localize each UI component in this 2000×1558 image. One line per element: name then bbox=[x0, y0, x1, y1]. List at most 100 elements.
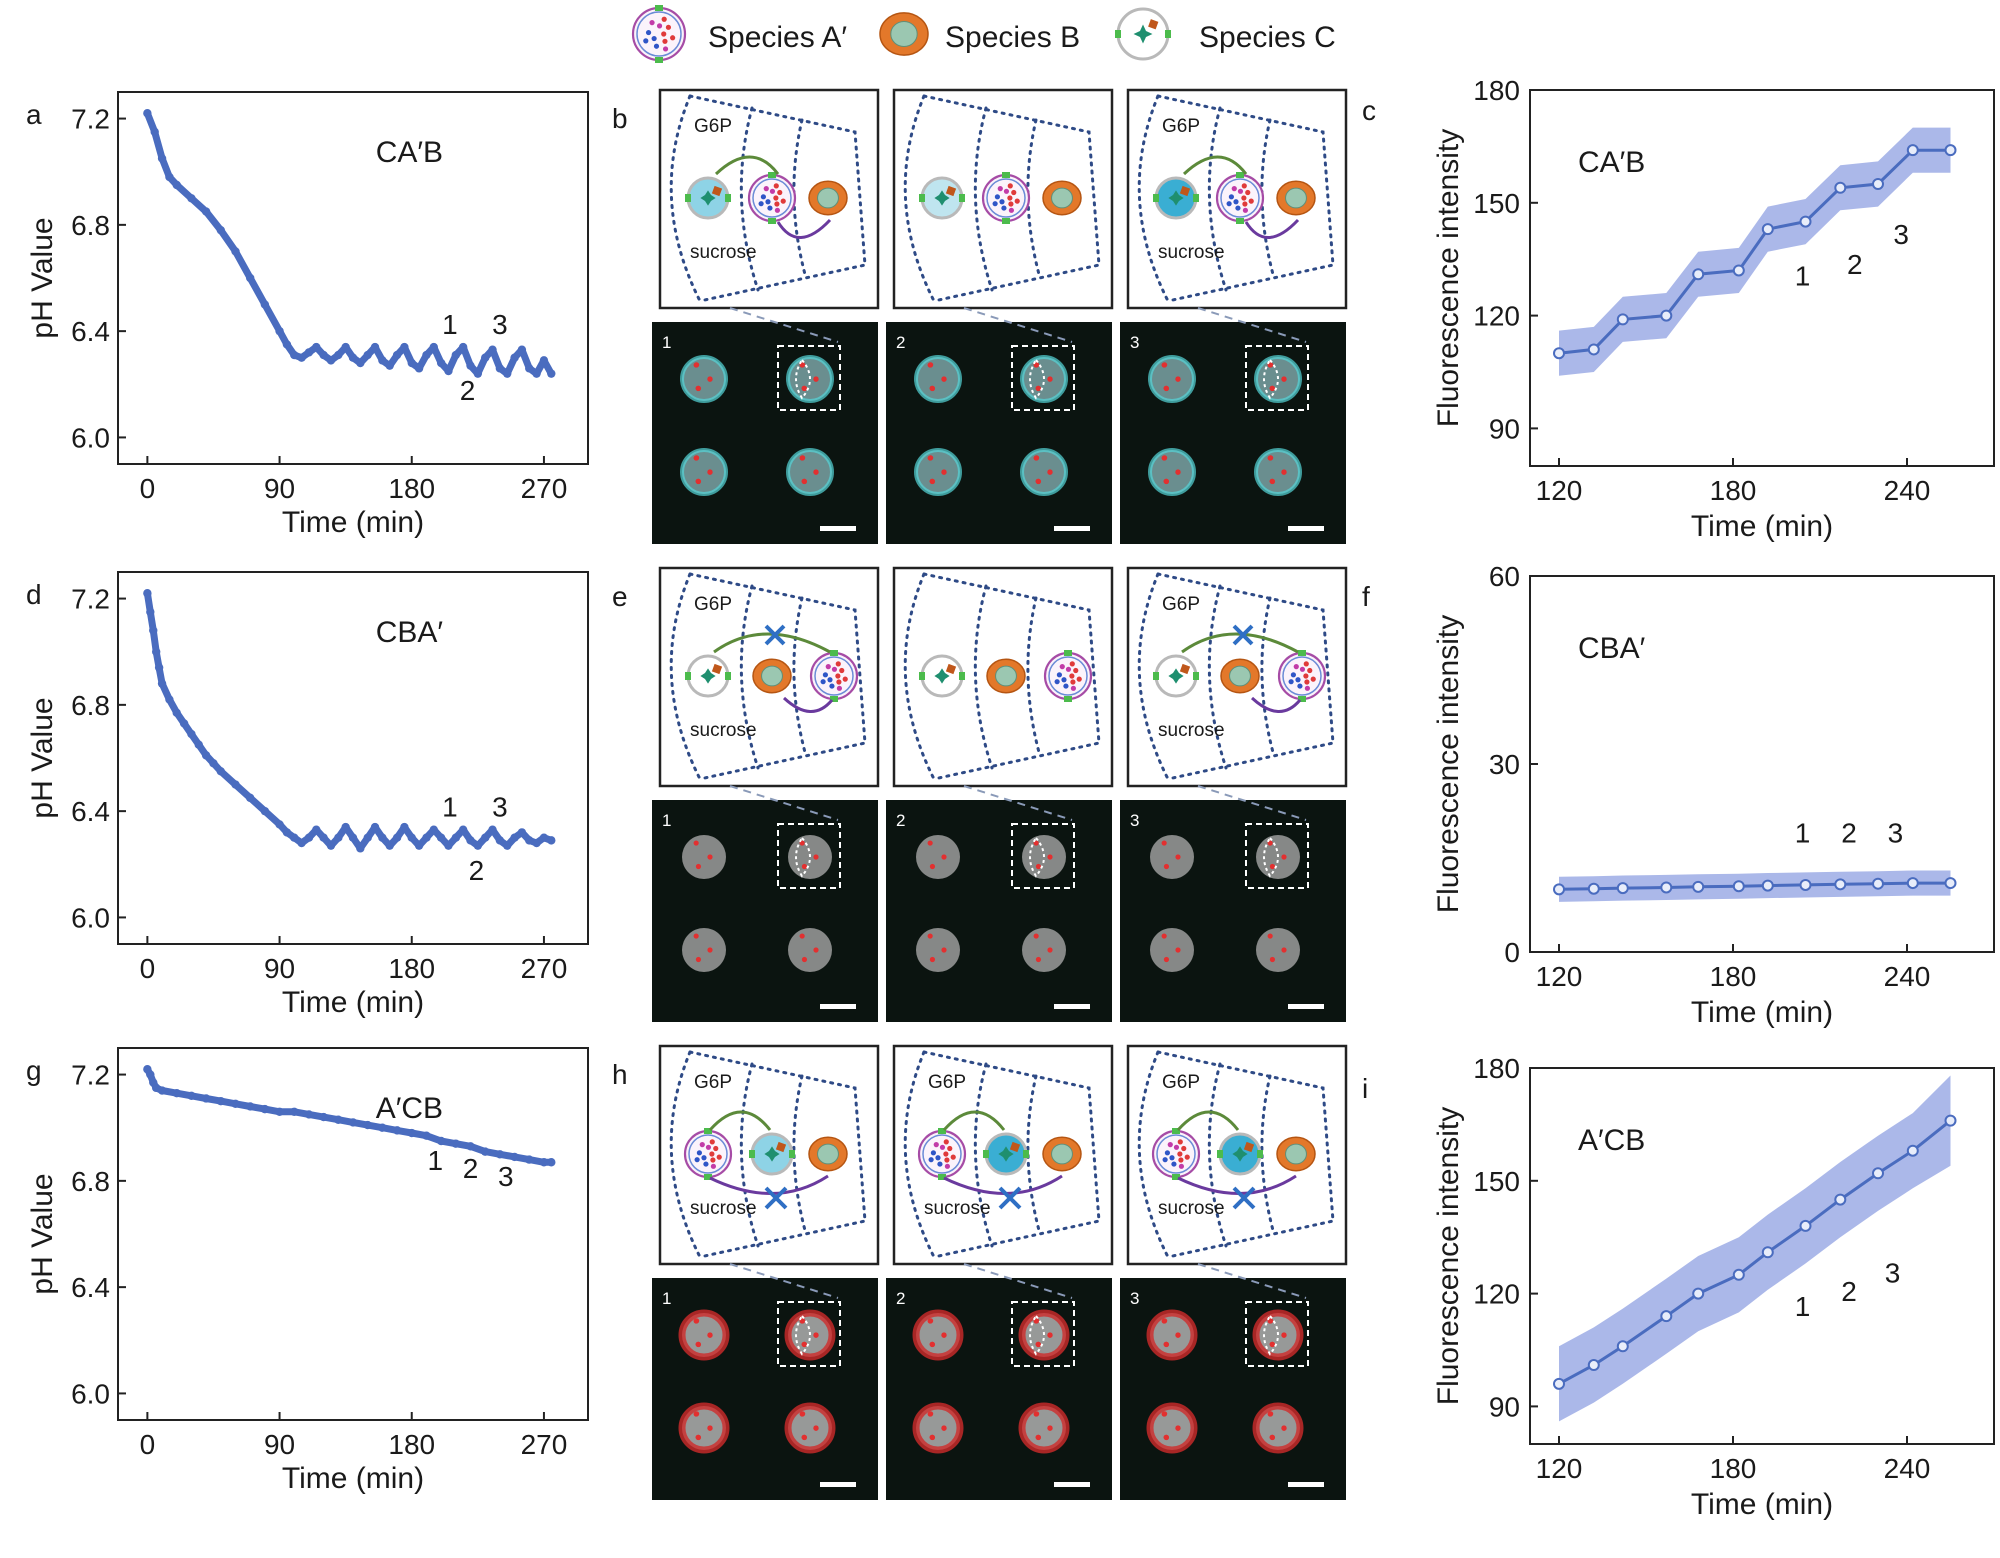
species-a-inner-membrane bbox=[1220, 178, 1260, 218]
ph-point bbox=[517, 828, 527, 837]
annotation-label: 3 bbox=[492, 791, 508, 822]
roi-box bbox=[1011, 345, 1075, 411]
species-a-enzyme-dot bbox=[643, 38, 649, 44]
schematic-frame: G6P sucrose h bbox=[612, 1044, 880, 1266]
ph-point bbox=[290, 1107, 299, 1116]
ph-point bbox=[458, 825, 468, 834]
species-a-enzyme-dot bbox=[661, 31, 667, 37]
species-a-channel bbox=[830, 650, 838, 656]
cyan-rim bbox=[1148, 448, 1196, 496]
species-a-enzyme-dot bbox=[835, 661, 841, 667]
cyan-rim bbox=[1254, 448, 1302, 496]
x-tick-label: 180 bbox=[388, 953, 435, 984]
red-speck bbox=[694, 362, 700, 368]
ph-point bbox=[260, 300, 270, 309]
microscopy-cell bbox=[1150, 357, 1194, 401]
fan-outline bbox=[688, 572, 867, 781]
fan-arc bbox=[1026, 596, 1042, 758]
species-b-nucleus bbox=[817, 187, 839, 209]
x-tick-label: 270 bbox=[521, 953, 568, 984]
ph-point bbox=[392, 833, 402, 842]
red-rim bbox=[1252, 1309, 1304, 1361]
legend-label-species-b: Species B bbox=[945, 21, 1080, 54]
species-a-channel bbox=[1236, 218, 1244, 224]
species-a-enzyme-dot bbox=[1011, 189, 1017, 196]
microscopy-panel: 2 bbox=[886, 322, 1112, 544]
species-a-channel bbox=[1002, 172, 1010, 178]
fan-arc bbox=[739, 584, 760, 770]
species-a-enzyme-dot bbox=[713, 1145, 719, 1152]
red-speck bbox=[707, 947, 713, 953]
y-tick-label: 6.0 bbox=[71, 422, 110, 453]
species-a-enzyme-dot bbox=[1304, 685, 1311, 691]
schematic-frame: G6P sucrose bbox=[1126, 1044, 1348, 1266]
microscopy-cell bbox=[1150, 835, 1194, 879]
red-speck bbox=[1035, 1341, 1041, 1347]
red-speck bbox=[695, 863, 702, 870]
species-a-enzyme-dot bbox=[699, 1142, 705, 1148]
species-a-inner-membrane bbox=[1282, 656, 1322, 696]
x-tick-label: 0 bbox=[140, 953, 156, 984]
scale-bar bbox=[820, 1004, 856, 1009]
red-speck bbox=[1163, 1341, 1169, 1347]
microscopy-frame-number: 1 bbox=[662, 811, 671, 830]
microscopy-cell bbox=[1256, 1406, 1300, 1450]
red-speck bbox=[1163, 863, 1170, 870]
species-b-nucleus bbox=[1285, 1143, 1307, 1165]
ph-point bbox=[245, 1102, 255, 1111]
ph-point bbox=[510, 353, 519, 362]
fan-arc bbox=[1137, 94, 1170, 303]
g6p-label: G6P bbox=[694, 116, 732, 137]
ph-curve bbox=[143, 109, 555, 378]
species-a-enzyme-dot bbox=[1307, 667, 1313, 674]
roi-box bbox=[777, 1301, 841, 1367]
x-tick-label: 180 bbox=[1710, 1453, 1757, 1484]
species-a-outer-membrane bbox=[1215, 173, 1265, 223]
species-a-enzyme-dot bbox=[665, 24, 672, 30]
annotation-label: 1 bbox=[442, 791, 458, 822]
species-c-cargo bbox=[1179, 185, 1191, 197]
species-a-enzyme-dot bbox=[1184, 1154, 1190, 1160]
ph-point bbox=[532, 369, 541, 378]
ph-point bbox=[319, 350, 328, 360]
ph-point bbox=[480, 1147, 490, 1156]
red-speck bbox=[799, 933, 805, 939]
schematic-frame: G6P sucrose b bbox=[612, 88, 880, 310]
g6p-label: G6P bbox=[1162, 1072, 1200, 1093]
panel-letter: e bbox=[612, 581, 628, 612]
species-a-inner-membrane bbox=[1156, 1134, 1196, 1174]
species-a-enzyme-dot bbox=[1245, 189, 1251, 196]
sucrose-arrow bbox=[1244, 218, 1300, 239]
species-a-enzyme-dot bbox=[710, 1163, 717, 1169]
species-a-enzyme-dot bbox=[1007, 183, 1013, 189]
y-axis-label: pH Value bbox=[26, 1173, 59, 1294]
species-a-enzyme-dot bbox=[701, 1155, 707, 1161]
red-speck bbox=[1268, 1318, 1274, 1324]
ph-point bbox=[260, 806, 270, 816]
ph-point bbox=[407, 1128, 416, 1138]
microscopy-cell bbox=[916, 928, 960, 972]
ph-point bbox=[370, 342, 380, 352]
species-a-enzyme-dot bbox=[1303, 673, 1309, 679]
ph-point bbox=[172, 708, 181, 718]
data-point bbox=[1553, 883, 1565, 896]
microscopy-frame-number: 1 bbox=[662, 333, 671, 352]
ph-point bbox=[312, 825, 321, 834]
schematic-frame bbox=[892, 88, 1114, 310]
species-c-channel bbox=[1217, 1150, 1223, 1158]
y-tick-label: 150 bbox=[1473, 188, 1520, 219]
x-tick-label: 240 bbox=[1884, 475, 1931, 506]
red-speck bbox=[801, 385, 807, 391]
species-a-enzyme-dot bbox=[1290, 672, 1296, 678]
red-speck bbox=[695, 1434, 701, 1440]
ph-point bbox=[422, 833, 431, 842]
species-a-enzyme-dot bbox=[829, 683, 835, 689]
data-point bbox=[1944, 1114, 1957, 1127]
roi-box bbox=[1011, 1301, 1075, 1367]
ph-point bbox=[488, 825, 497, 834]
red-speck bbox=[1034, 455, 1040, 461]
y-tick-label: 7.2 bbox=[71, 1060, 110, 1091]
ph-point bbox=[370, 822, 380, 832]
chart-title: CA′B bbox=[376, 136, 443, 169]
